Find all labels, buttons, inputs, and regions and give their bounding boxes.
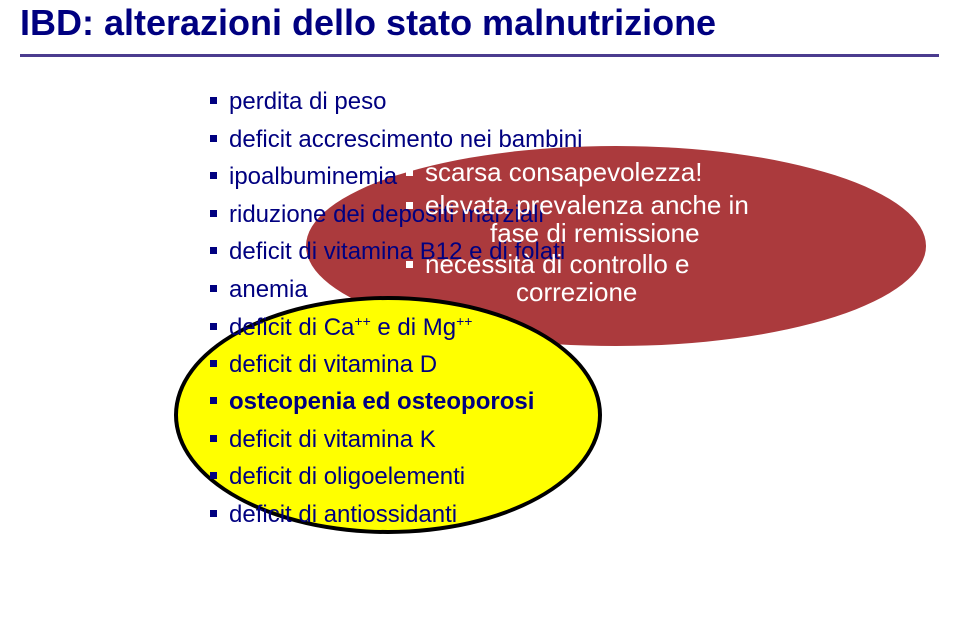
bullet-vitk: deficit di vitamina K [210, 426, 436, 454]
overlay-text: scarsa consapevolezza! [425, 157, 702, 187]
bullet-dot-icon [210, 172, 217, 179]
bullet-text: deficit di vitamina D [229, 351, 437, 378]
overlay-controllo-line2: correzione [516, 277, 637, 308]
bullet-dot-icon [406, 169, 413, 176]
overlay-prevalenza: elevata prevalenza anche in [406, 190, 749, 221]
overlay-text: necessità di controllo e [425, 249, 689, 279]
bullet-dot-icon [210, 397, 217, 404]
bullet-text: anemia [229, 276, 308, 303]
bullet-text: deficit di Ca++ e di Mg++ [229, 314, 472, 341]
bullet-antiossidanti: deficit di antiossidanti [210, 501, 457, 529]
overlay-text: correzione [516, 277, 637, 307]
bullet-ca-mg: deficit di Ca++ e di Mg++ [210, 313, 472, 342]
bullet-vitd: deficit di vitamina D [210, 351, 437, 379]
bullet-ipoalbuminemia: ipoalbuminemia [210, 163, 397, 191]
bullet-dot-icon [406, 202, 413, 209]
bullet-text: deficit di vitamina K [229, 426, 436, 453]
title-underline [20, 54, 939, 57]
slide-title: IBD: alterazioni dello stato malnutrizio… [20, 2, 716, 44]
bullet-dot-icon [210, 472, 217, 479]
bullet-dot-icon [210, 97, 217, 104]
bullet-osteopenia: osteopenia ed osteoporosi [210, 388, 534, 416]
bullet-dot-icon [210, 247, 217, 254]
bullet-text: deficit di oligoelementi [229, 463, 465, 490]
overlay-consapevolezza: scarsa consapevolezza! [406, 157, 702, 188]
bullet-dot-icon [210, 360, 217, 367]
bullet-dot-icon [210, 135, 217, 142]
overlay-prevalenza-line2: fase di remissione [490, 218, 700, 249]
bullet-dot-icon [210, 285, 217, 292]
bullet-text: ipoalbuminemia [229, 163, 397, 190]
bullet-anemia: anemia [210, 276, 308, 304]
overlay-text: fase di remissione [490, 218, 700, 248]
bullet-text: deficit di antiossidanti [229, 501, 457, 528]
bullet-dot-icon [210, 510, 217, 517]
bullet-dot-icon [210, 210, 217, 217]
bullet-text: deficit accrescimento nei bambini [229, 126, 583, 153]
overlay-text: elevata prevalenza anche in [425, 190, 749, 220]
slide: IBD: alterazioni dello stato malnutrizio… [0, 0, 959, 617]
overlay-controllo: necessità di controllo e [406, 249, 689, 280]
bullet-oligo: deficit di oligoelementi [210, 463, 465, 491]
bullet-text: perdita di peso [229, 88, 386, 115]
bullet-text: osteopenia ed osteoporosi [229, 388, 534, 415]
bullet-dot-icon [210, 323, 217, 330]
bullet-accrescimento: deficit accrescimento nei bambini [210, 126, 583, 154]
bullet-dot-icon [406, 261, 413, 268]
bullet-dot-icon [210, 435, 217, 442]
bullet-perdita: perdita di peso [210, 88, 386, 116]
